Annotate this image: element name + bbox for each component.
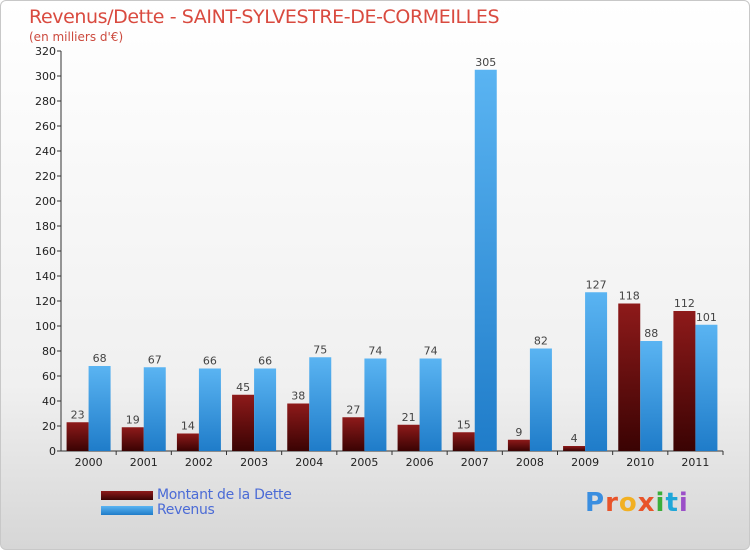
data-label-debt: 4	[571, 432, 578, 445]
legend-swatch-revenue	[101, 506, 153, 515]
x-tick-label: 2010	[626, 456, 654, 469]
x-tick-label: 2003	[240, 456, 268, 469]
y-tick-label: 80	[42, 345, 56, 358]
y-tick-label: 60	[42, 370, 56, 383]
unit-label: (en milliers d'€)	[29, 30, 124, 44]
data-label-revenue: 67	[148, 353, 162, 366]
bar-debt	[176, 433, 199, 451]
x-tick-label: 2006	[406, 456, 434, 469]
bar-revenue	[585, 292, 608, 451]
bar-debt	[673, 311, 696, 451]
axes: 0 20 40 60 80 100 120 140 160 180 200 220 240 260 280 3…	[35, 45, 724, 469]
bar-debt	[507, 439, 530, 451]
data-label-revenue: 75	[313, 343, 327, 356]
data-label-debt: 27	[346, 403, 360, 416]
x-tick-label: 2000	[75, 456, 103, 469]
y-tick-label: 40	[42, 395, 56, 408]
bar-revenue	[474, 69, 497, 451]
data-label-debt: 45	[236, 381, 250, 394]
data-label-debt: 15	[457, 418, 471, 431]
bar-revenue	[640, 341, 663, 451]
bar-revenue	[254, 368, 277, 451]
y-tick-label: 220	[35, 170, 56, 183]
x-tick-label: 2001	[130, 456, 158, 469]
data-label-debt: 23	[71, 408, 85, 421]
y-tick-label: 320	[35, 45, 56, 58]
y-tick-label: 120	[35, 295, 56, 308]
bar-revenue	[309, 357, 332, 451]
bar-debt	[397, 424, 420, 451]
bar-revenue	[143, 367, 166, 451]
y-tick-label: 200	[35, 195, 56, 208]
data-label-debt: 118	[619, 290, 640, 303]
bar-revenue	[364, 358, 387, 451]
y-tick-label: 20	[42, 420, 56, 433]
legend-swatch-debt	[101, 491, 153, 500]
x-tick-label: 2009	[571, 456, 599, 469]
data-label-debt: 21	[402, 411, 416, 424]
y-tick-label: 100	[35, 320, 56, 333]
data-label-revenue: 305	[475, 56, 496, 69]
bar-debt	[232, 394, 255, 451]
y-tick-label: 280	[35, 95, 56, 108]
x-tick-label: 2005	[350, 456, 378, 469]
data-label-debt: 38	[291, 390, 305, 403]
data-label-revenue: 88	[644, 327, 658, 340]
bar-revenue	[198, 368, 221, 451]
x-tick-label: 2004	[295, 456, 323, 469]
y-tick-label: 300	[35, 70, 56, 83]
data-label-revenue: 82	[534, 335, 548, 348]
bar-revenue	[419, 358, 442, 451]
bar-revenue	[695, 324, 718, 451]
data-label-debt: 19	[126, 413, 140, 426]
bar-debt	[618, 303, 641, 451]
chart-title: Revenus/Dette - SAINT-SYLVESTRE-DE-CORME…	[29, 6, 500, 28]
legend-label-revenue: Revenus	[157, 502, 215, 518]
data-label-revenue: 66	[258, 355, 272, 368]
data-label-revenue: 74	[368, 345, 382, 358]
bar-debt	[342, 417, 365, 451]
legend-label-debt: Montant de la Dette	[157, 487, 292, 503]
bar-debt	[287, 403, 310, 451]
y-tick-label: 160	[35, 245, 56, 258]
bar-debt	[66, 422, 89, 451]
data-label-debt: 112	[674, 297, 695, 310]
x-tick-label: 2008	[516, 456, 544, 469]
y-tick-label: 240	[35, 145, 56, 158]
bar-revenue	[88, 366, 111, 451]
bars: 23 68 19 67 14 66 45 66 38 75 27 74 21 74 15 305 9 82 4 127…	[66, 56, 718, 451]
y-tick-label: 260	[35, 120, 56, 133]
data-label-revenue: 68	[93, 352, 107, 365]
data-label-revenue: 74	[424, 345, 438, 358]
y-tick-label: 180	[35, 220, 56, 233]
x-tick-label: 2002	[185, 456, 213, 469]
data-label-revenue: 101	[696, 311, 717, 324]
y-tick-label: 0	[49, 445, 56, 458]
bar-debt	[563, 446, 586, 451]
data-label-revenue: 66	[203, 355, 217, 368]
bar-debt	[121, 427, 144, 451]
proxiti-logo: Proxiti	[585, 488, 689, 518]
data-label-revenue: 127	[586, 278, 607, 291]
bar-revenue	[529, 348, 552, 451]
data-label-debt: 14	[181, 420, 195, 433]
bar-debt	[452, 432, 475, 451]
x-tick-label: 2011	[681, 456, 709, 469]
x-tick-label: 2007	[461, 456, 489, 469]
y-tick-label: 140	[35, 270, 56, 283]
data-label-debt: 9	[515, 426, 522, 439]
